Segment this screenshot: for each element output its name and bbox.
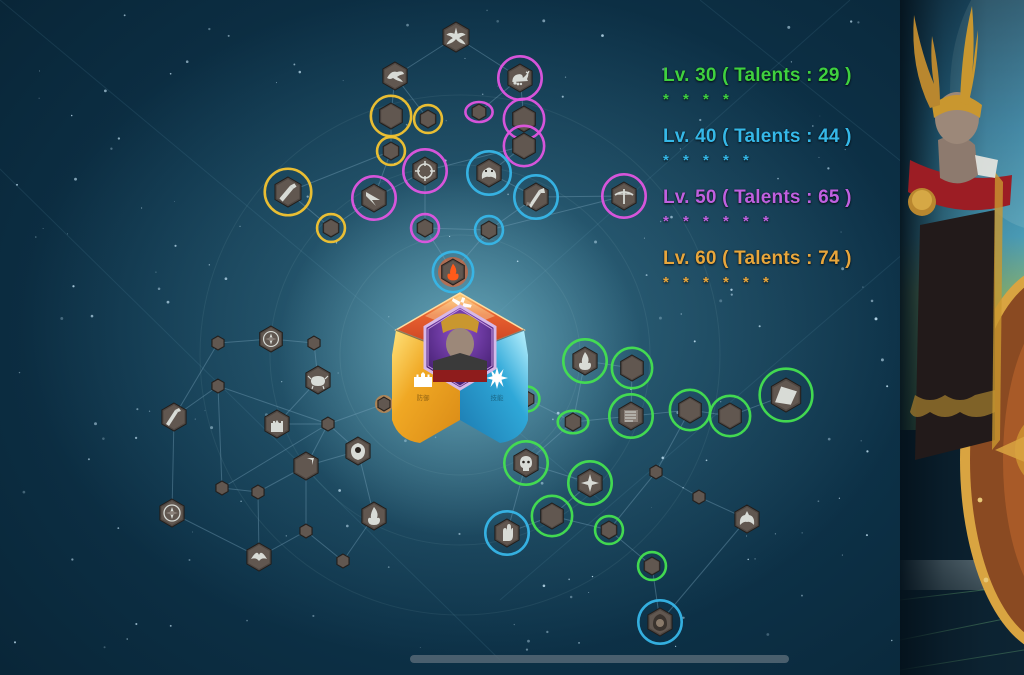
svg-text:防御: 防御 xyxy=(417,393,431,402)
svg-text:技能: 技能 xyxy=(491,393,505,402)
